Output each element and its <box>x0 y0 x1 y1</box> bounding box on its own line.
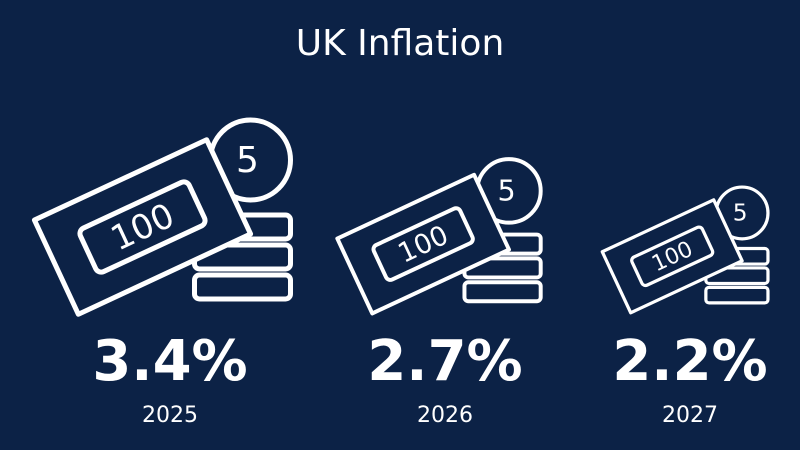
value-label: 2.2% <box>612 329 767 394</box>
year-label: 2025 <box>142 403 198 428</box>
coin-stack <box>704 285 770 305</box>
value-label: 3.4% <box>92 329 247 394</box>
banknote: 100 <box>600 198 744 315</box>
year-label: 2026 <box>417 403 473 428</box>
coin-text: 5 <box>733 200 748 227</box>
coin-stack <box>192 272 293 302</box>
banknote-inner <box>630 225 715 288</box>
banknote-inner <box>371 206 475 282</box>
year-label: 2027 <box>662 403 718 428</box>
banknote-inner <box>77 179 208 275</box>
banknote: 100 <box>31 137 254 317</box>
coin-stack <box>462 280 543 304</box>
banknote-outline <box>600 198 744 315</box>
coin-text: 5 <box>236 140 259 181</box>
chart-title: UK Inflation <box>296 23 505 64</box>
banknote: 100 <box>335 172 511 316</box>
banknote-outline <box>335 172 511 316</box>
banknote-outline <box>31 137 254 317</box>
value-label: 2.7% <box>367 329 522 394</box>
coin-text: 5 <box>497 173 515 207</box>
